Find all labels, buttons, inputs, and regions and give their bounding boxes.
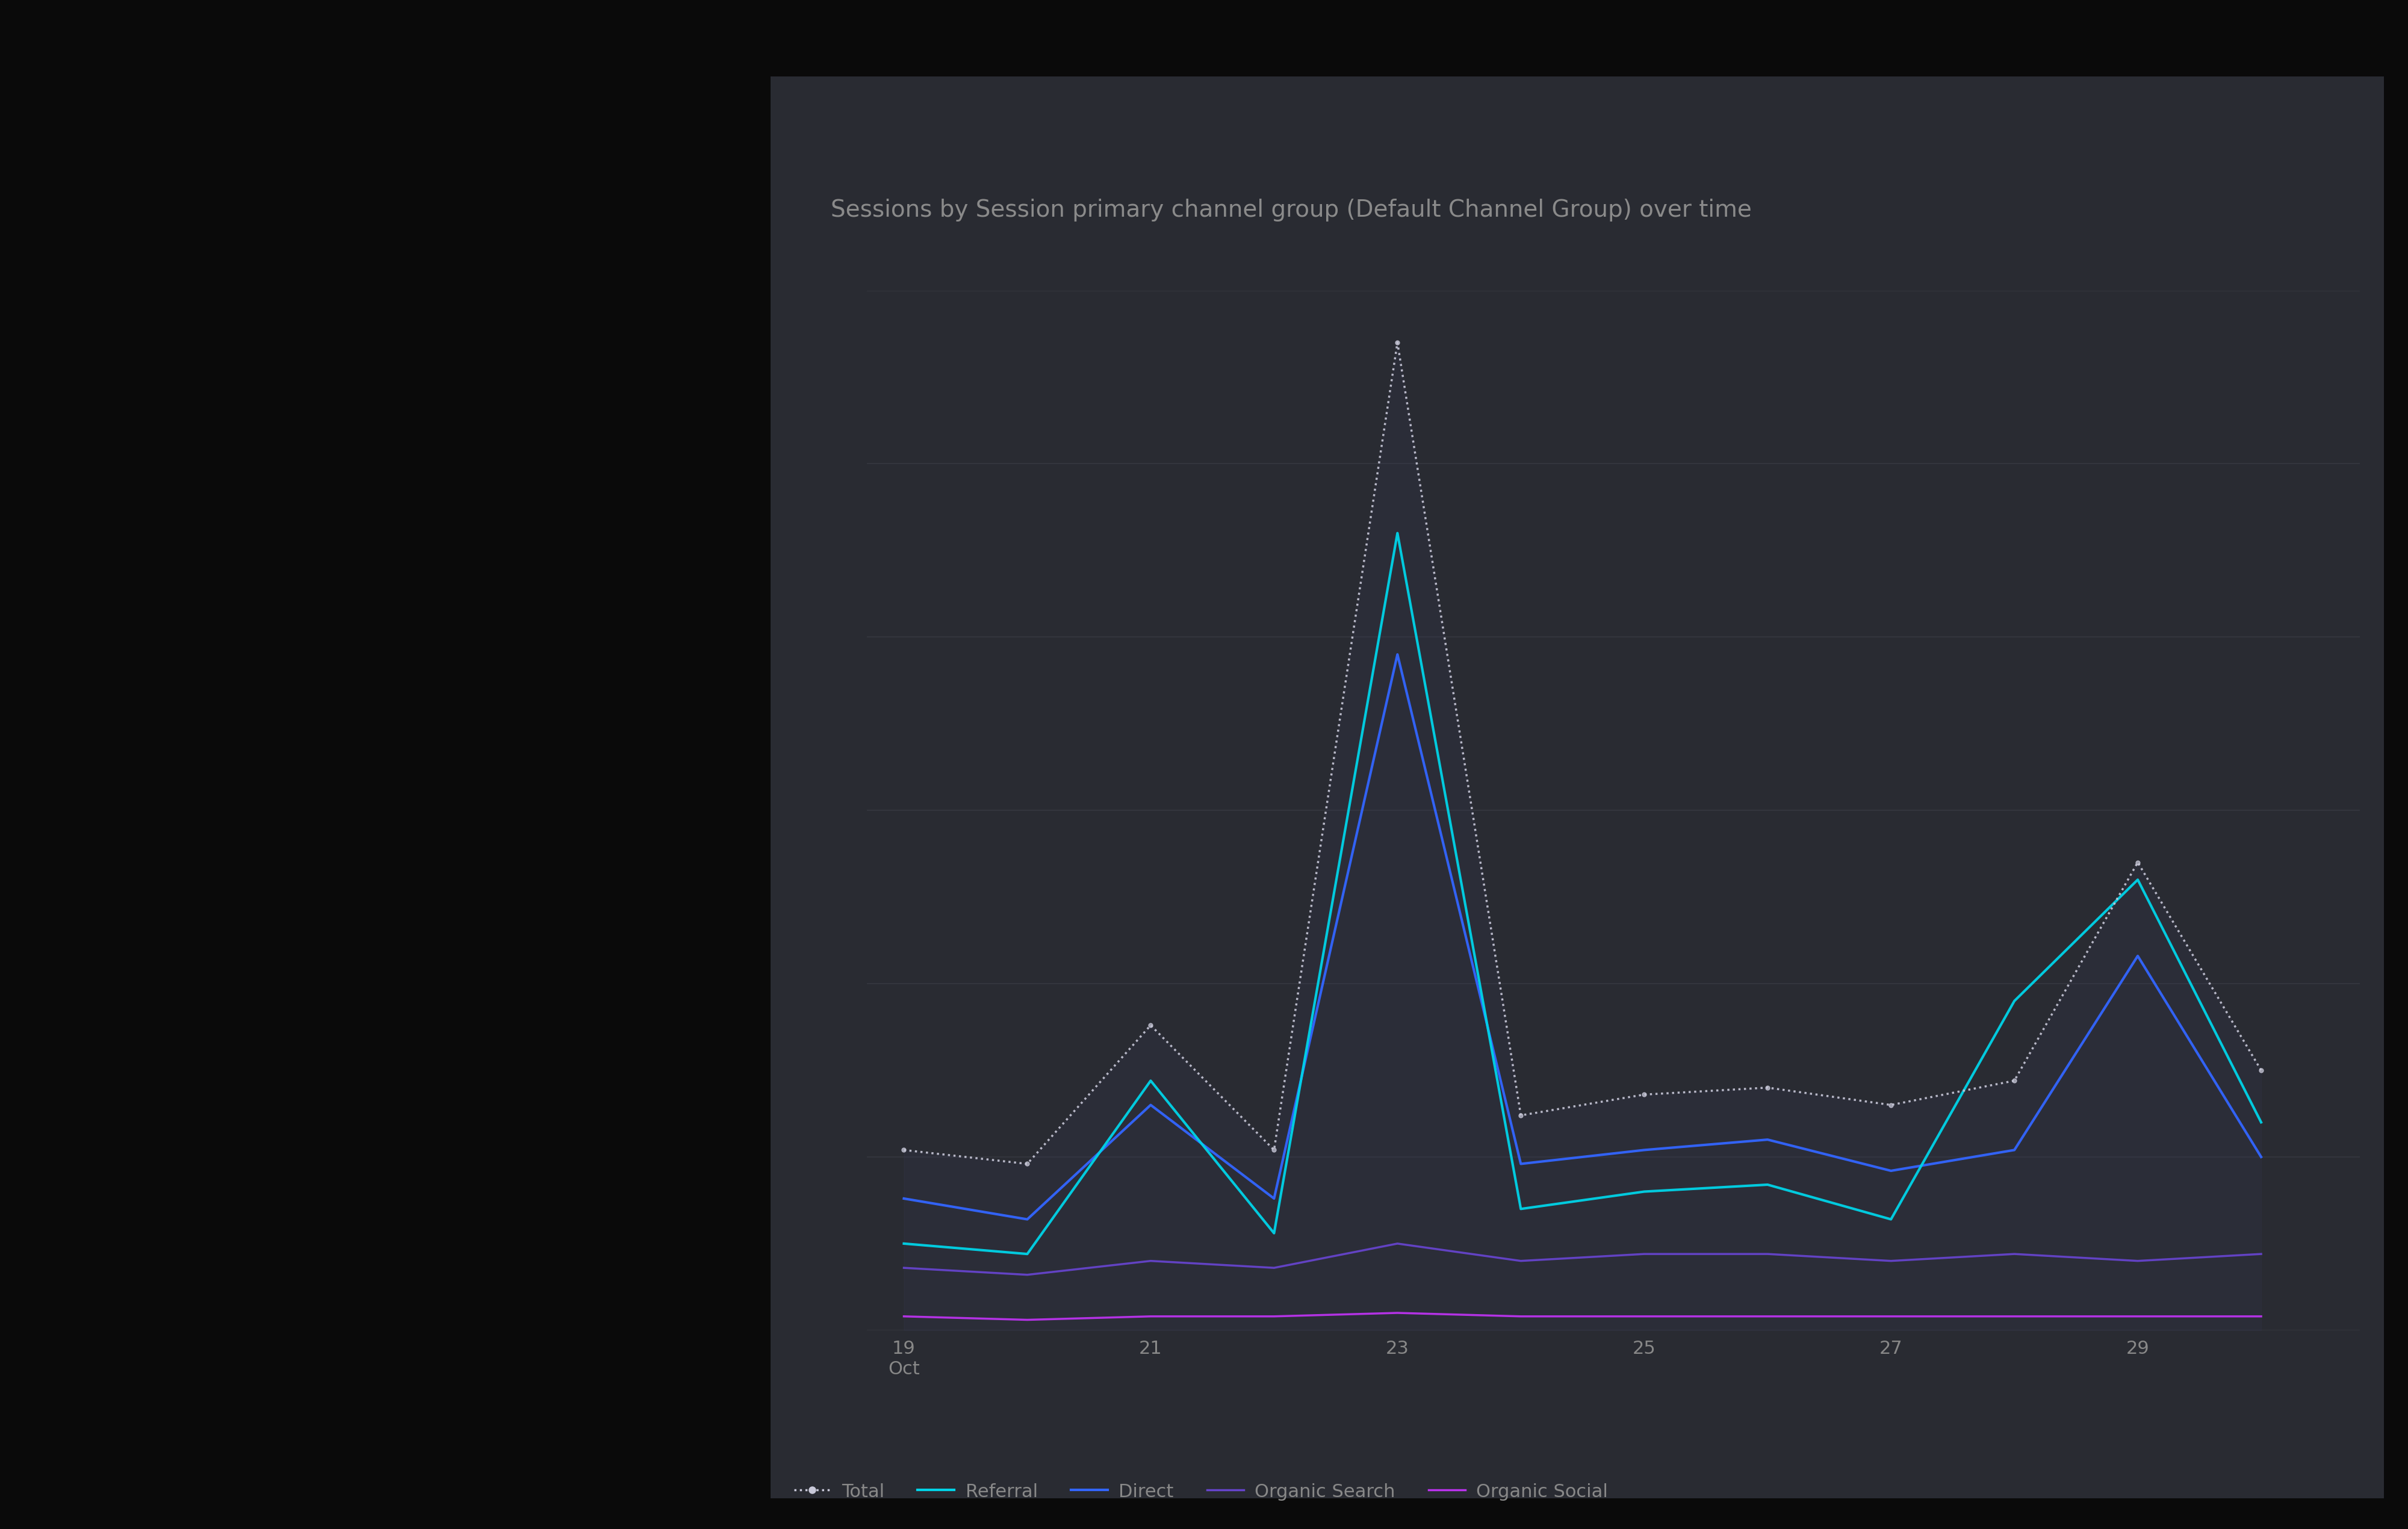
- Text: Sessions by Session primary channel group (Default Channel Group) over time: Sessions by Session primary channel grou…: [831, 199, 1751, 222]
- Legend: Total, Referral, Direct, Organic Search, Organic Social: Total, Referral, Direct, Organic Search,…: [787, 1475, 1616, 1508]
